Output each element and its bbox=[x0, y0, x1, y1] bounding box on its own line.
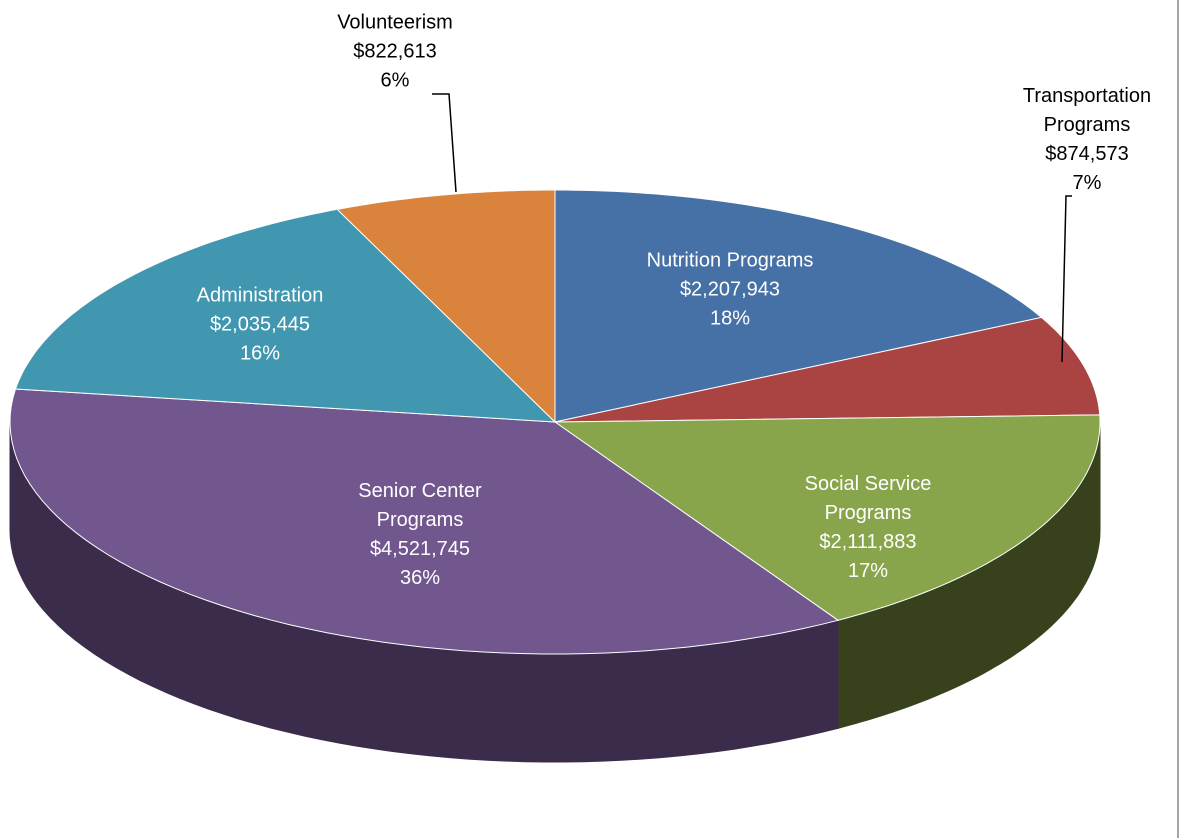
label-value: $2,035,445 bbox=[209, 313, 311, 336]
slice bbox=[9, 388, 840, 655]
slice bbox=[14, 208, 557, 423]
leader-line bbox=[432, 93, 457, 193]
label-name: Social Service Programs bbox=[804, 473, 932, 524]
label-value: $2,207,943 bbox=[679, 278, 781, 301]
label-value: $874,573 bbox=[1045, 143, 1129, 165]
label-percent: 18% bbox=[709, 307, 751, 330]
label-name: Volunteerism bbox=[337, 11, 453, 34]
label-percent: 36% bbox=[399, 567, 441, 589]
label-value: $4,521,745 bbox=[369, 538, 471, 560]
data-label: Administration $2,035,445 16% bbox=[160, 282, 360, 369]
slice bbox=[554, 189, 1043, 423]
slice bbox=[554, 316, 1101, 423]
label-percent: 6% bbox=[380, 69, 410, 92]
slice bbox=[553, 414, 1101, 621]
data-label: Nutrition Programs $2,207,943 18% bbox=[610, 247, 850, 334]
data-label: Senior Center Programs $4,521,745 36% bbox=[335, 477, 505, 593]
label-percent: 17% bbox=[847, 560, 889, 582]
data-label: Social Service Programs $2,111,883 17% bbox=[783, 470, 953, 586]
label-name: Senior Center Programs bbox=[358, 480, 482, 531]
label-percent: 7% bbox=[1072, 172, 1102, 194]
leader-line bbox=[1061, 195, 1072, 363]
label-name: Transportation Programs bbox=[1022, 85, 1152, 136]
data-label: Volunteerism $822,613 6% bbox=[295, 9, 495, 96]
label-percent: 16% bbox=[239, 342, 281, 365]
label-name: Nutrition Programs bbox=[646, 249, 814, 272]
label-name: Administration bbox=[196, 284, 324, 307]
label-value: $2,111,883 bbox=[819, 531, 917, 553]
data-label: Transportation Programs $874,573 7% bbox=[1002, 82, 1172, 198]
label-value: $822,613 bbox=[353, 40, 437, 63]
slice bbox=[336, 189, 556, 424]
